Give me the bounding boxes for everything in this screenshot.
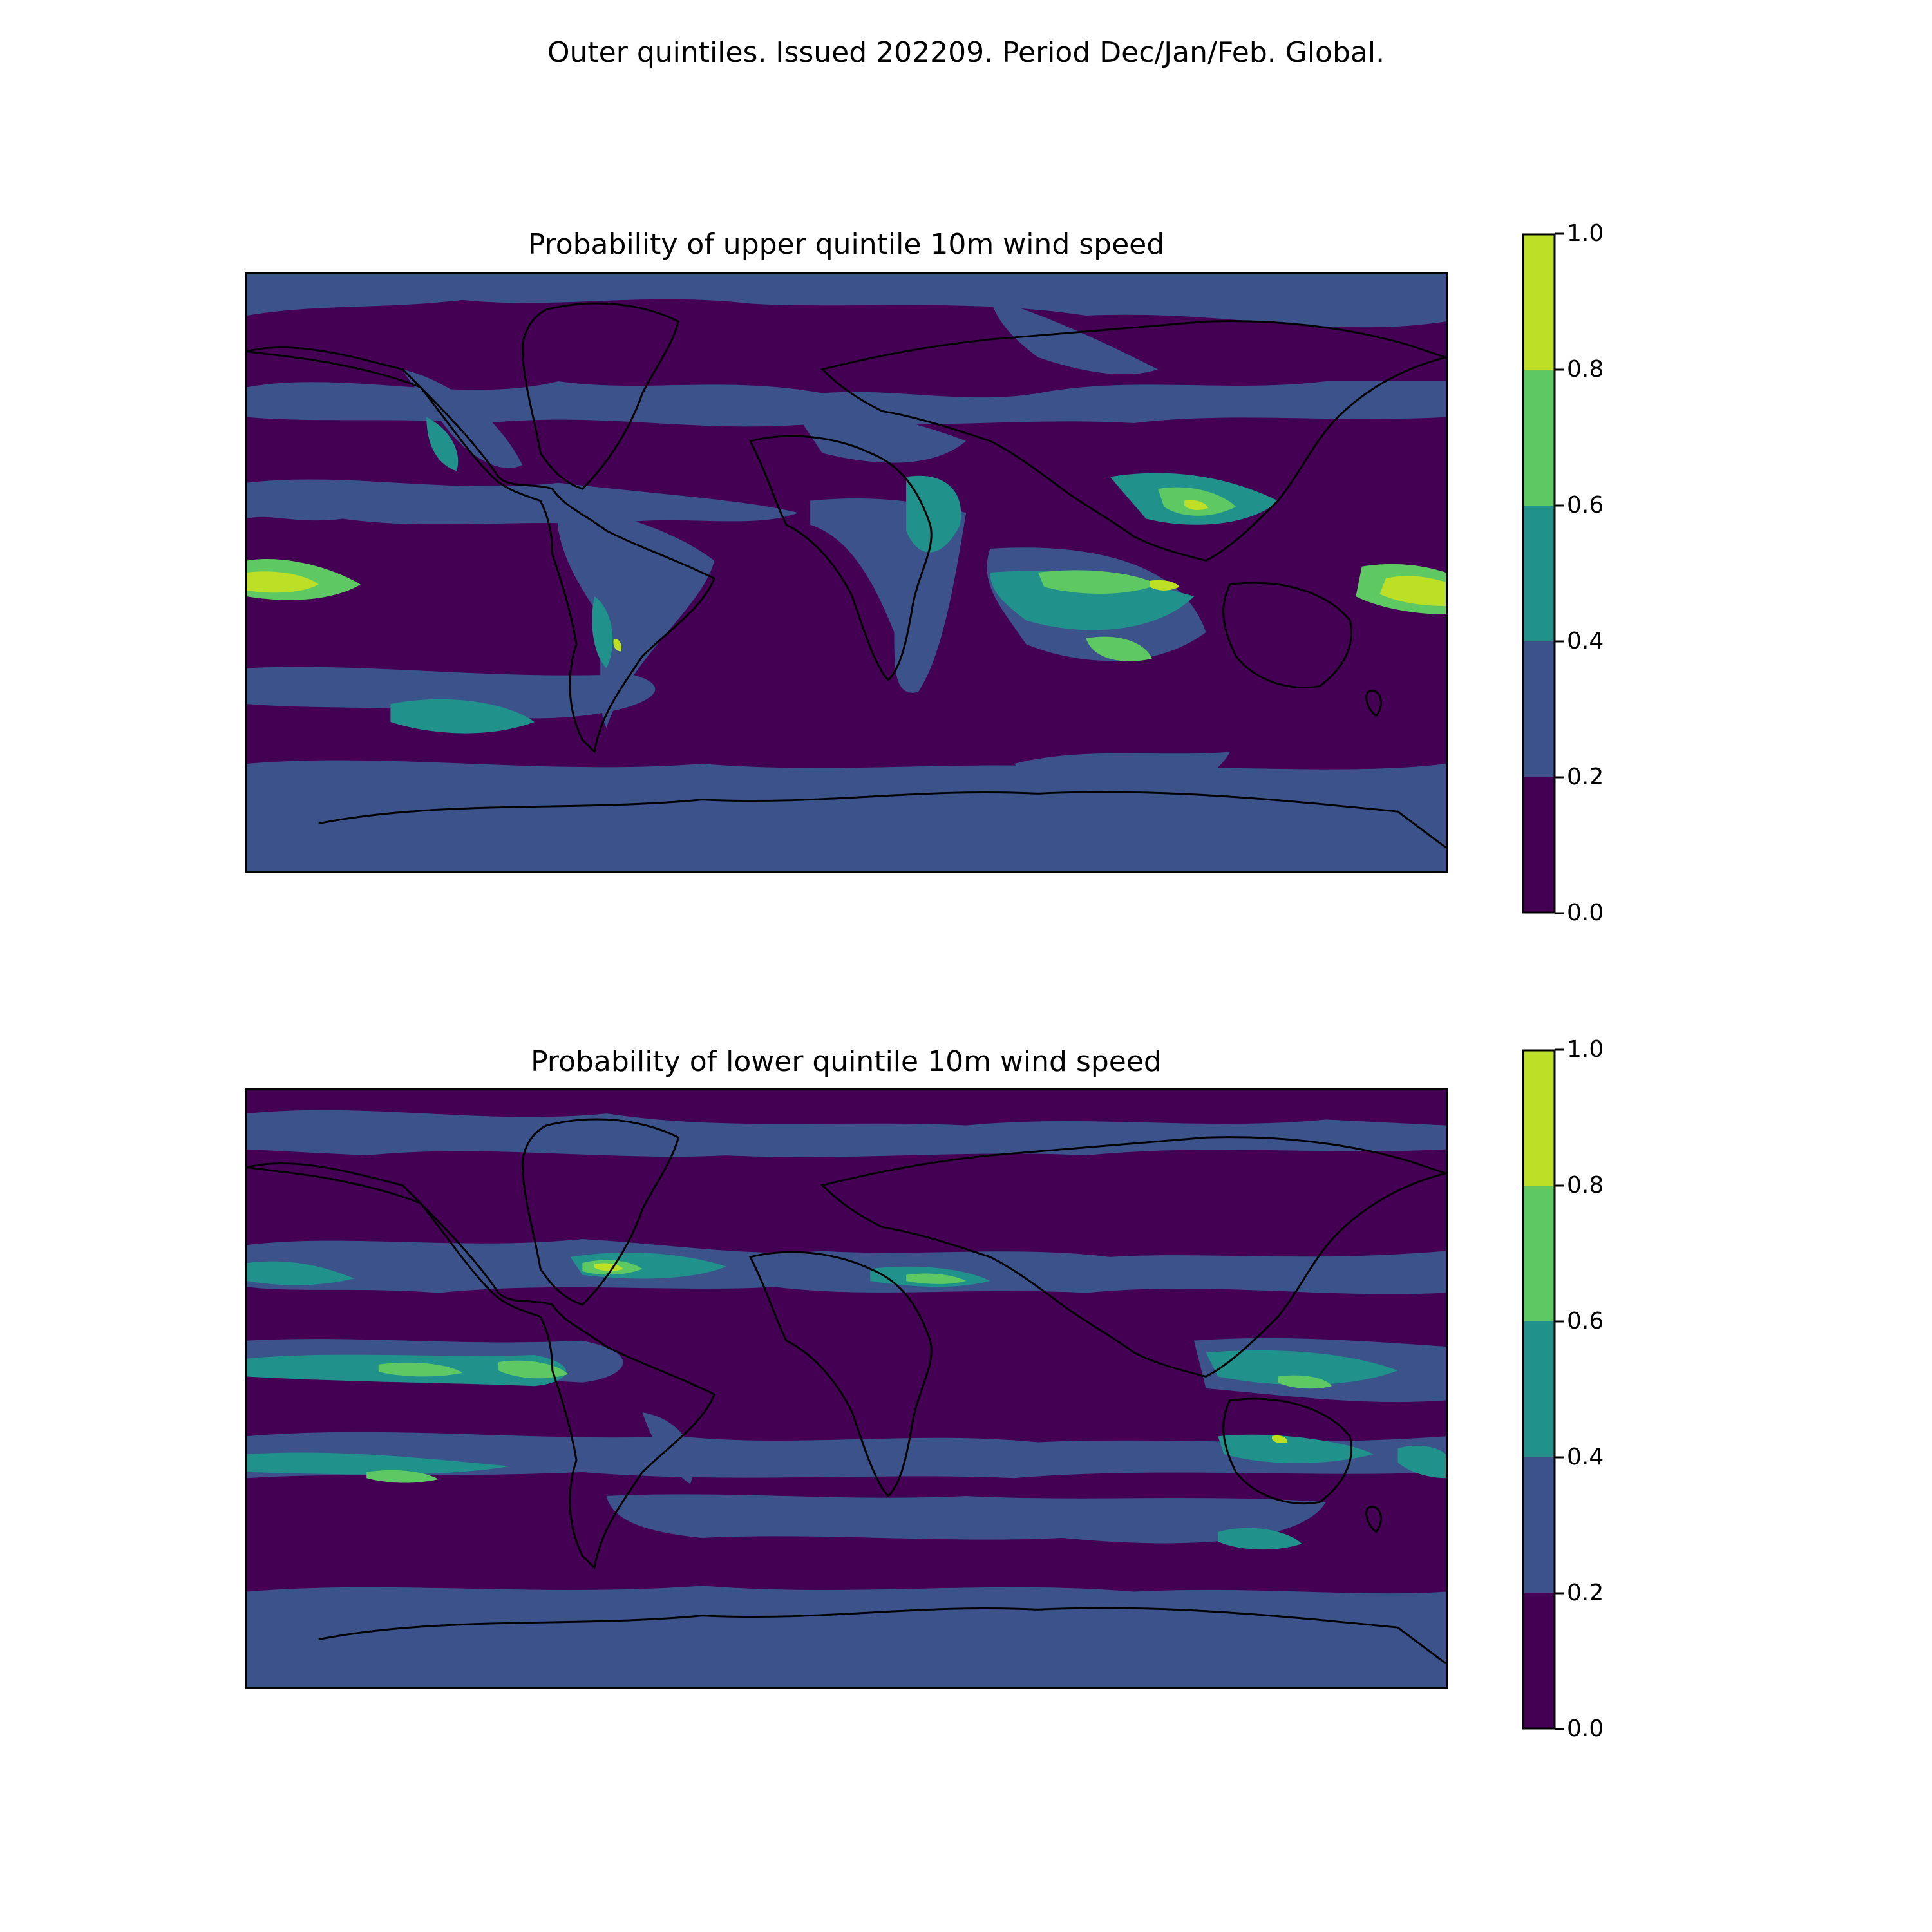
colorbar-segment — [1522, 1050, 1555, 1186]
colorbar-tick-label: 0.0 — [1567, 900, 1604, 926]
colorbar-segment — [1522, 1457, 1555, 1593]
colorbar-tickmark — [1555, 1320, 1564, 1323]
colorbar-tickmark — [1555, 232, 1564, 235]
colorbar-tickmark — [1555, 1592, 1564, 1595]
level-08-10-regions — [247, 500, 1446, 652]
upper-panel-title: Probability of upper quintile 10m wind s… — [527, 228, 1165, 261]
colorbar-tick-label: 0.4 — [1567, 628, 1604, 654]
colorbar-tickmark — [1555, 912, 1564, 914]
colorbar-tick-label: 1.0 — [1567, 220, 1604, 247]
colorbar-tick-label: 0.4 — [1567, 1444, 1604, 1470]
colorbar-segment — [1522, 777, 1555, 913]
coastlines — [247, 1118, 1446, 1665]
colorbar-tickmark — [1555, 368, 1564, 371]
colorbar-tickmark — [1555, 1728, 1564, 1730]
colorbar-tick-label: 0.6 — [1567, 1308, 1604, 1334]
colorbar-tickmark — [1555, 504, 1564, 507]
upper-quintile-map — [245, 272, 1448, 873]
colorbar-tickmark — [1555, 1184, 1564, 1187]
figure-title: Outer quintiles. Issued 202209. Period D… — [547, 36, 1385, 69]
colorbar-tickmark — [1555, 640, 1564, 643]
colorbar-tick-label: 1.0 — [1567, 1036, 1604, 1063]
upper-map-svg — [247, 274, 1446, 871]
colorbar-segment — [1522, 1186, 1555, 1321]
coastlines — [247, 302, 1446, 849]
colorbar-tick-label: 0.8 — [1567, 1172, 1604, 1198]
colorbar-tick-label: 0.8 — [1567, 356, 1604, 383]
colorbar-tickmark — [1555, 776, 1564, 779]
upper-colorbar-svg — [1522, 233, 1556, 914]
lower-panel-title: Probability of lower quintile 10m wind s… — [531, 1045, 1162, 1078]
colorbar-outline — [1522, 1049, 1556, 1730]
colorbar-segment — [1522, 234, 1555, 370]
colorbar-segment — [1522, 370, 1555, 506]
colorbar-segment — [1522, 641, 1555, 777]
colorbar-segment — [1522, 1321, 1555, 1457]
colorbar-tickmark — [1555, 1048, 1564, 1051]
level-08-10-regions — [594, 1263, 1288, 1444]
lower-colorbar — [1522, 1049, 1556, 1730]
colorbar-segment — [1522, 506, 1555, 641]
colorbar-tick-label: 0.0 — [1567, 1716, 1604, 1742]
lower-quintile-map — [245, 1088, 1448, 1689]
colorbar-tick-label: 0.2 — [1567, 764, 1604, 790]
colorbar-tick-label: 0.6 — [1567, 492, 1604, 518]
lower-colorbar-svg — [1522, 1049, 1556, 1730]
upper-colorbar — [1522, 233, 1556, 914]
colorbar-segment — [1522, 1593, 1555, 1729]
colorbar-tick-label: 0.2 — [1567, 1580, 1604, 1606]
colorbar-outline — [1522, 233, 1556, 914]
lower-map-svg — [247, 1090, 1446, 1687]
colorbar-tickmark — [1555, 1456, 1564, 1459]
